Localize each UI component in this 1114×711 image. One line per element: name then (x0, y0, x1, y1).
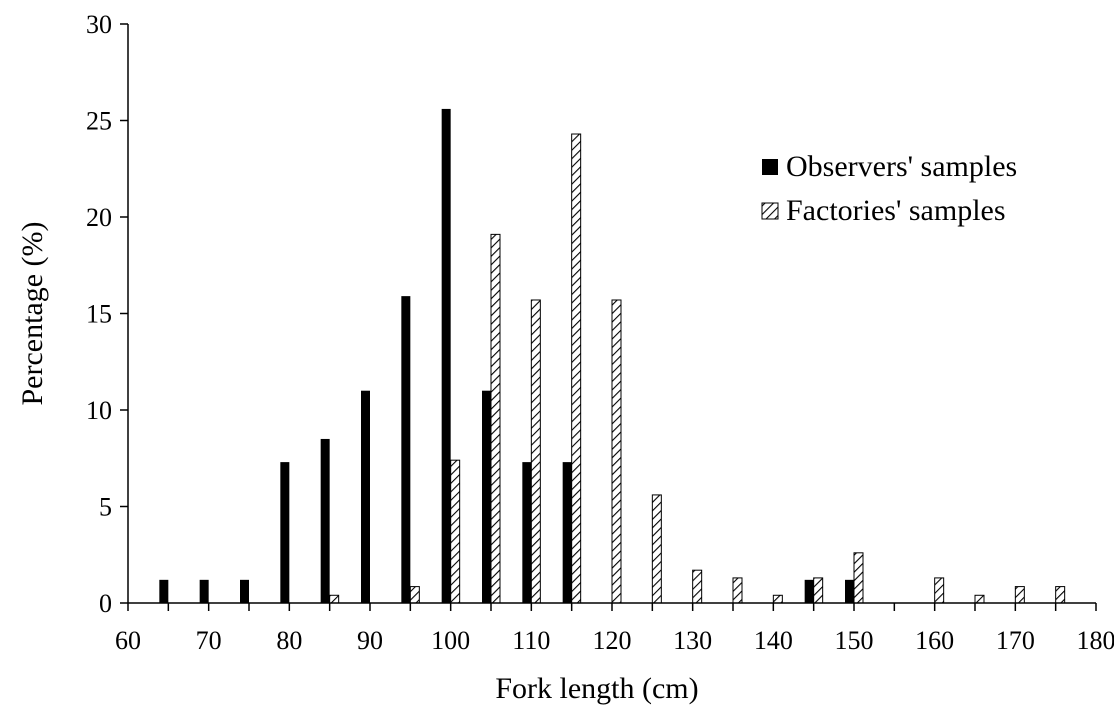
bar-observers (804, 579, 814, 603)
x-tick-label: 140 (754, 626, 793, 655)
y-axis-ticks: 0 5 10 15 20 25 30 (86, 10, 128, 618)
x-tick-label: 60 (115, 626, 141, 655)
bar-observers (361, 390, 370, 603)
y-tick-label: 5 (99, 493, 112, 522)
bar-factories (934, 577, 945, 604)
x-tick-label: 100 (431, 626, 470, 655)
x-tick-label: 150 (835, 626, 874, 655)
bar-factories (611, 299, 622, 604)
bar-observers (199, 579, 209, 603)
bar-factories (853, 552, 864, 604)
bar-factories (571, 133, 582, 604)
legend-label-factories: Factories' samples (786, 194, 1006, 227)
bar-factories (1055, 586, 1066, 604)
bar-factories (490, 233, 501, 604)
bar-observers (240, 579, 249, 603)
bar-observers (845, 579, 854, 603)
bar-factories (732, 577, 743, 604)
bar-observers (159, 579, 169, 603)
bar-observers (280, 462, 290, 603)
bar-factories (1014, 586, 1025, 604)
x-tick-label: 160 (915, 626, 954, 655)
bar-observers (522, 462, 532, 603)
y-tick-label: 20 (86, 203, 112, 232)
y-tick-label: 30 (86, 10, 112, 39)
bars (159, 108, 1066, 604)
legend-swatch-factories (761, 202, 779, 220)
y-tick-label: 0 (99, 589, 112, 618)
bar-factories (813, 577, 824, 604)
bar-factories (329, 594, 340, 604)
x-tick-label: 80 (276, 626, 302, 655)
bar-observers (562, 462, 572, 603)
x-tick-label: 170 (996, 626, 1035, 655)
x-axis-ticks: 60 70 80 90 100 110 120 130 140 150 160 170 180 (115, 603, 1114, 655)
x-tick-label: 70 (196, 626, 222, 655)
bar-factories (772, 594, 783, 604)
x-tick-label: 180 (1077, 626, 1114, 655)
legend: Observers' samples Factories' samples (761, 150, 1017, 227)
x-tick-label: 110 (512, 626, 550, 655)
bar-factories (450, 459, 461, 604)
bar-factories (409, 586, 420, 604)
x-axis-title: Fork length (cm) (495, 672, 698, 705)
bar-observers (441, 108, 451, 604)
y-axis-title: Percentage (%) (16, 221, 49, 405)
bar-factories (530, 299, 541, 604)
bar-observers (401, 296, 411, 603)
y-tick-label: 25 (86, 107, 112, 136)
y-tick-label: 10 (86, 396, 112, 425)
bar-factories (692, 569, 703, 604)
y-tick-label: 15 (86, 300, 112, 329)
bar-factories (651, 494, 662, 604)
x-tick-label: 120 (593, 626, 632, 655)
x-tick-label: 90 (357, 626, 383, 655)
bar-observers (482, 390, 491, 603)
bar-observers (320, 438, 330, 603)
legend-label-observers: Observers' samples (786, 150, 1017, 183)
legend-swatch-observers (762, 159, 778, 175)
bar-factories (974, 594, 985, 604)
x-tick-label: 130 (673, 626, 712, 655)
